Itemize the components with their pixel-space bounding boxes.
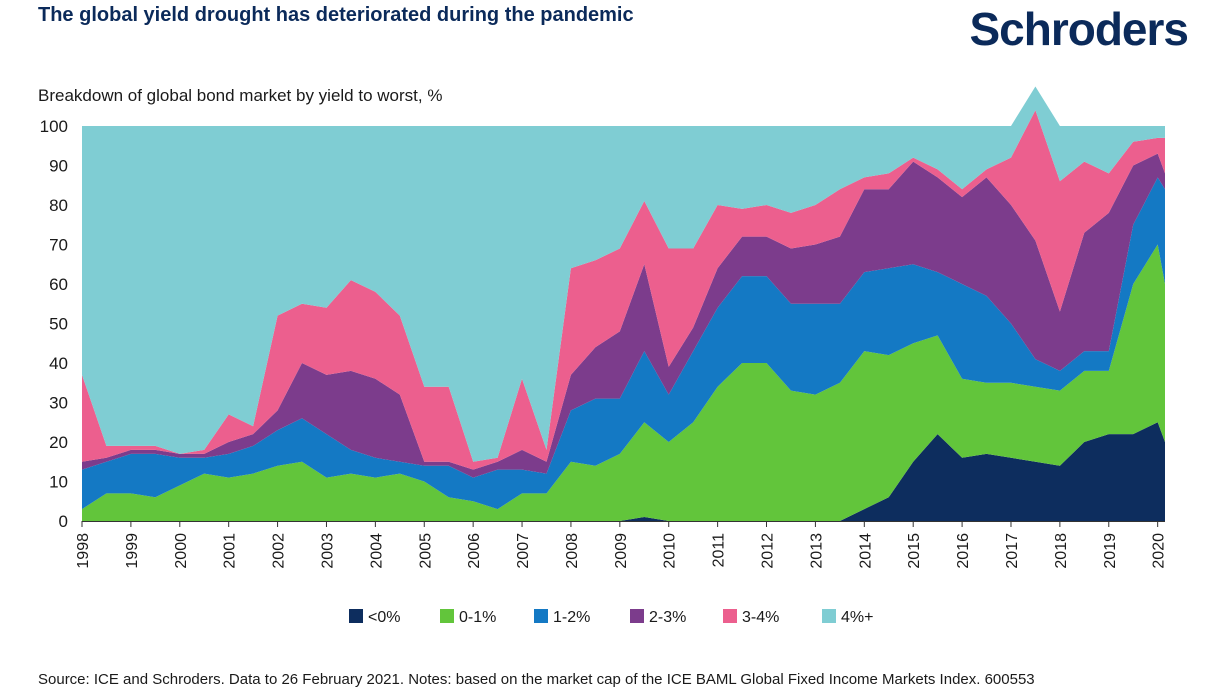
y-tick-label: 20 bbox=[49, 433, 68, 452]
y-tick-label: 30 bbox=[49, 394, 68, 413]
x-tick-label: 2014 bbox=[857, 533, 874, 569]
legend-swatch bbox=[723, 609, 737, 623]
y-tick-label: 90 bbox=[49, 157, 68, 176]
x-tick-label: 2002 bbox=[271, 533, 288, 569]
x-tick-label: 2012 bbox=[760, 533, 777, 569]
legend-label: 0-1% bbox=[459, 609, 496, 626]
schroders-logo: Schroders bbox=[969, 3, 1189, 55]
x-tick-label: 2016 bbox=[955, 533, 972, 569]
area-series-0 bbox=[82, 422, 1165, 521]
y-tick-label: 70 bbox=[49, 236, 68, 255]
legend-swatch bbox=[349, 609, 363, 623]
legend-label: <0% bbox=[368, 609, 400, 626]
y-tick-label: 80 bbox=[49, 196, 68, 215]
legend-label: 2-3% bbox=[649, 609, 686, 626]
x-tick-label: 2007 bbox=[515, 533, 532, 569]
x-tick-label: 2019 bbox=[1102, 533, 1119, 569]
x-tick-label: 2010 bbox=[662, 533, 679, 569]
y-axis: 0 10 20 30 40 50 60 70 80 90 100 bbox=[40, 117, 68, 531]
legend: <0% 0-1% 1-2% 2-3% 3-4% 4%+ bbox=[349, 609, 873, 626]
source-note: Source: ICE and Schroders. Data to 26 Fe… bbox=[38, 671, 1035, 688]
y-tick-label: 50 bbox=[49, 315, 68, 334]
x-axis: 1998 1999 2000 2001 2002 2003 2004 2005 2006 2007… bbox=[75, 521, 1168, 569]
x-tick-label: 2008 bbox=[564, 533, 581, 569]
x-tick-label: 2020 bbox=[1151, 533, 1168, 569]
x-tick-label: 2015 bbox=[906, 533, 923, 569]
area-series-4 bbox=[82, 110, 1165, 470]
legend-label: 4%+ bbox=[841, 609, 873, 626]
legend-label: 1-2% bbox=[553, 609, 590, 626]
y-tick-label: 10 bbox=[49, 473, 68, 492]
chart-title: The global yield drought has deteriorate… bbox=[38, 4, 634, 26]
x-tick-label: 2011 bbox=[711, 533, 728, 568]
area-series-3 bbox=[82, 153, 1165, 478]
x-tick-label: 2003 bbox=[319, 533, 336, 569]
y-tick-label: 100 bbox=[40, 117, 68, 136]
legend-swatch bbox=[630, 609, 644, 623]
y-tick-label: 40 bbox=[49, 354, 68, 373]
legend-label: 3-4% bbox=[742, 609, 779, 626]
area-series-5 bbox=[82, 86, 1165, 462]
x-tick-label: 2018 bbox=[1053, 533, 1070, 569]
x-tick-label: 2000 bbox=[173, 533, 190, 569]
x-tick-label: 2006 bbox=[466, 533, 483, 569]
x-tick-label: 2004 bbox=[368, 533, 385, 569]
x-tick-label: 2013 bbox=[808, 533, 825, 569]
area-series-1 bbox=[82, 244, 1165, 521]
x-tick-label: 2017 bbox=[1004, 533, 1021, 569]
y-tick-label: 60 bbox=[49, 275, 68, 294]
chart-subtitle: Breakdown of global bond market by yield… bbox=[38, 86, 443, 105]
x-tick-label: 2009 bbox=[613, 533, 630, 569]
x-tick-label: 2001 bbox=[222, 533, 239, 569]
plot-areas bbox=[82, 86, 1165, 521]
area-series-2 bbox=[82, 177, 1165, 510]
legend-swatch bbox=[534, 609, 548, 623]
x-tick-label: 1999 bbox=[124, 533, 141, 569]
legend-swatch bbox=[822, 609, 836, 623]
legend-swatch bbox=[440, 609, 454, 623]
x-tick-label: 1998 bbox=[75, 533, 92, 569]
x-tick-label: 2005 bbox=[417, 533, 434, 569]
y-tick-label: 0 bbox=[59, 512, 68, 531]
